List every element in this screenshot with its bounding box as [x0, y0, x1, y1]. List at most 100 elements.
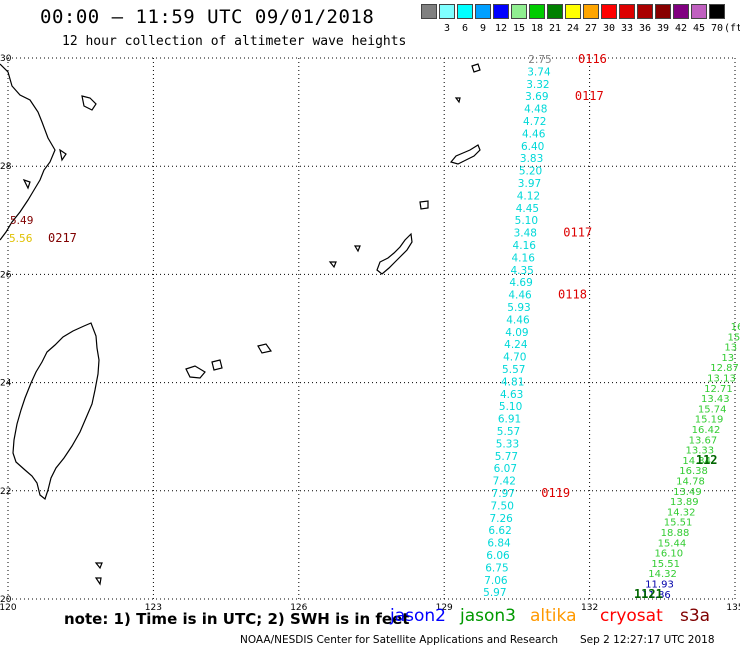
- legend-label: 18: [530, 23, 544, 34]
- wave-height-value: 6.91: [498, 414, 521, 426]
- satellite-jason3: jason3: [460, 606, 516, 626]
- wave-height-value: 5.20: [519, 166, 542, 178]
- legend-label: 27: [584, 23, 598, 34]
- wave-height-value: 15: [728, 332, 740, 343]
- wave-height-value: 13.67: [689, 435, 718, 446]
- time-label: 0117: [575, 89, 604, 103]
- taiwan-outline: [12, 322, 100, 501]
- wave-height-value: 4.45: [516, 203, 539, 215]
- map-title: 00:00 – 11:59 UTC 09/01/2018: [40, 6, 375, 28]
- wave-height-value: 16.10: [654, 549, 683, 560]
- wave-height-value: 7.50: [491, 500, 514, 512]
- lat-tick-label: 20: [0, 595, 12, 605]
- legend-label: 42: [674, 23, 688, 34]
- wave-height-value: 7.06: [484, 575, 508, 587]
- legend-swatch: [493, 4, 509, 19]
- legend-swatch: [691, 4, 707, 19]
- track-cryosat: 5.49 5.56 0217: [9, 215, 77, 245]
- axis-labels: 120 123 126 129 132 135 30 28 26 24 22 20: [0, 54, 740, 613]
- legend-swatch: [583, 4, 599, 19]
- time-label: 1121: [634, 587, 663, 601]
- legend-swatch: [475, 4, 491, 19]
- wave-height-value: 14.32: [648, 569, 677, 580]
- legend-label: 12: [494, 23, 508, 34]
- china-coast-islands: [22, 95, 97, 190]
- wave-height-value: 16.42: [692, 425, 721, 436]
- wave-height-value: 6.62: [488, 525, 511, 537]
- wave-height-value: 11.86: [642, 590, 671, 601]
- time-label: 0217: [48, 231, 77, 245]
- satellite-cryosat: cryosat: [600, 606, 663, 626]
- wave-height-value: 14.32: [667, 507, 696, 518]
- wave-height-value: 3.83: [520, 153, 543, 165]
- lat-tick-label: 28: [0, 162, 12, 172]
- wave-height-value: 13.49: [673, 487, 702, 498]
- wave-height-value: 5.97: [483, 587, 506, 599]
- wave-height-value: 12.87: [710, 363, 739, 374]
- wave-height-value: 6.84: [487, 538, 511, 550]
- wave-height-value: 5.10: [515, 215, 538, 227]
- wave-height-value: 4.12: [517, 190, 540, 202]
- wave-height-value: 4.72: [523, 116, 546, 128]
- wave-height-value: 4.16: [512, 252, 536, 264]
- legend-label: 3: [443, 23, 451, 34]
- wave-height-value: 4.69: [509, 277, 532, 289]
- island-group: [94, 63, 481, 586]
- legend-swatch: [655, 4, 671, 19]
- legend-swatch: [619, 4, 635, 19]
- wave-height-value: 13.89: [670, 497, 699, 508]
- wave-height-value: 4.46: [508, 290, 532, 302]
- wave-height-value: 5.57: [497, 426, 520, 438]
- legend-label: 39: [656, 23, 670, 34]
- wave-height-value: 7.26: [489, 513, 513, 525]
- lat-tick-label: 24: [0, 379, 12, 389]
- wave-height-value: 15.44: [658, 538, 687, 549]
- wave-height-value: 5.49: [10, 215, 33, 227]
- wave-height-value: 7.97: [492, 488, 515, 500]
- wave-height-value: 12.71: [704, 384, 733, 395]
- legend-swatch: [709, 4, 725, 19]
- legend-swatch: [637, 4, 653, 19]
- lon-tick-label: 132: [581, 603, 598, 613]
- legend-label: 70: [710, 23, 724, 34]
- legend-swatch: [673, 4, 689, 19]
- wave-height-value: 16: [731, 322, 740, 333]
- wave-height-value: 4.24: [504, 339, 528, 351]
- legend-swatch: [421, 4, 437, 19]
- wave-height-value: 5.77: [495, 451, 518, 463]
- legend-unit: (ft): [723, 23, 740, 34]
- wave-height-value: 13.33: [685, 446, 714, 457]
- legend-label: 21: [548, 23, 562, 34]
- legend-label: 36: [638, 23, 652, 34]
- time-label: 0118: [558, 288, 587, 302]
- wave-height-value: 6.06: [486, 550, 510, 562]
- legend-swatch: [547, 4, 563, 19]
- wave-height-value: 15.19: [695, 415, 724, 426]
- legend-swatch: [565, 4, 581, 19]
- okinawa-outline: [376, 232, 413, 275]
- china-coast: [0, 63, 56, 241]
- wave-height-value: 4.35: [510, 265, 533, 277]
- timestamp: Sep 2 12:27:17 UTC 2018: [580, 634, 715, 646]
- wave-height-value: 15.51: [651, 559, 680, 570]
- footer-note: note: 1) Time is in UTC; 2) SWH is in fe…: [64, 610, 410, 628]
- wave-height-value: 11.93: [645, 580, 674, 591]
- legend-swatch: [511, 4, 527, 19]
- time-label: 0117: [563, 226, 592, 240]
- lon-tick-label: 129: [436, 603, 453, 613]
- wave-height-value: 4.09: [505, 327, 528, 339]
- wave-height-value: 4.16: [513, 240, 537, 252]
- wave-height-value: 18.88: [661, 528, 690, 539]
- legend-label: 9: [479, 23, 487, 34]
- wave-height-value: 5.57: [502, 364, 525, 376]
- legend-swatch: [601, 4, 617, 19]
- wave-height-value: 6.40: [521, 141, 544, 153]
- lat-tick-label: 22: [0, 487, 11, 497]
- wave-height-value: 3.74: [527, 66, 551, 78]
- wave-height-value: 6.07: [494, 463, 517, 475]
- wave-height-value: 13: [724, 343, 737, 354]
- wave-height-value: 4.48: [524, 104, 547, 116]
- altimeter-tracks: 2.753.743.323.694.484.724.466.403.835.20…: [9, 52, 740, 601]
- lat-lon-grid: [7, 57, 736, 600]
- legend-swatch: [529, 4, 545, 19]
